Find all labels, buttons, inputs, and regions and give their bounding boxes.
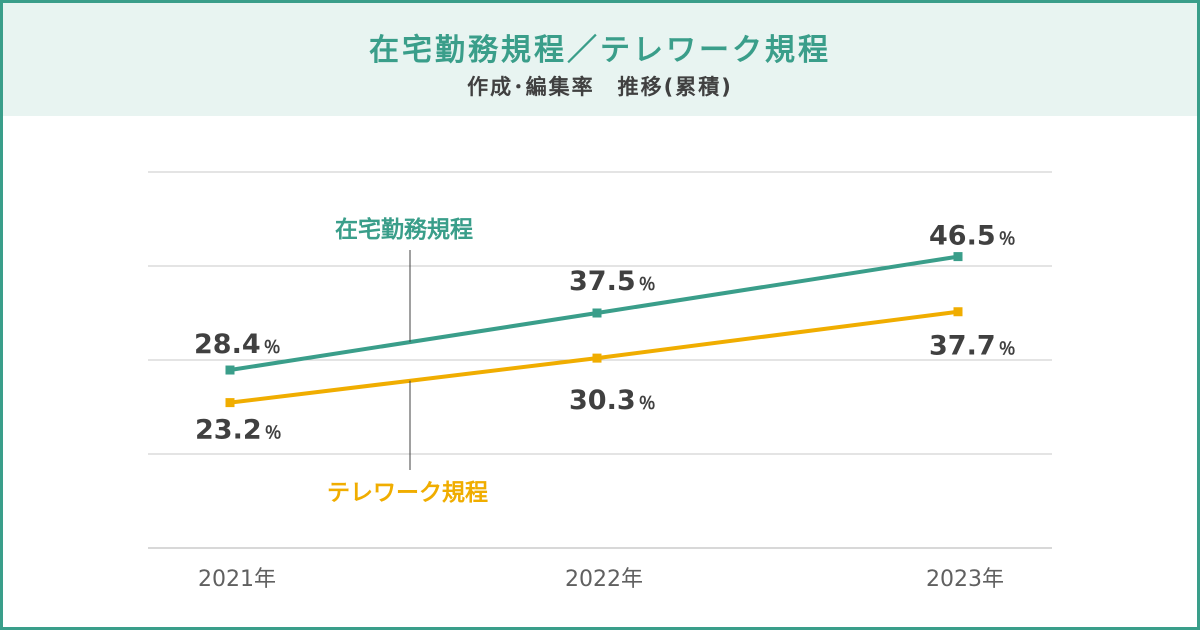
- legend-label: テレワーク規程: [327, 480, 488, 506]
- data-label: 30.3 ％: [569, 385, 656, 416]
- x-tick-label: 2023年: [926, 567, 1004, 592]
- chart-subtitle: 作成･編集率 推移(累積): [467, 75, 733, 99]
- data-label: 46.5 ％: [929, 221, 1016, 252]
- data-label: 28.4 ％: [194, 329, 281, 360]
- x-tick-label: 2021年: [198, 567, 276, 592]
- data-label: 37.7 ％: [929, 331, 1016, 362]
- data-point: [953, 307, 963, 317]
- legend-label: 在宅勤務規程: [335, 216, 473, 243]
- data-point: [592, 353, 602, 363]
- data-point: [225, 398, 235, 408]
- data-point: [592, 308, 602, 318]
- data-label: 23.2 ％: [195, 415, 282, 446]
- data-point: [953, 252, 963, 262]
- chart-title: 在宅勤務規程／テレワーク規程: [369, 33, 831, 68]
- data-label: 37.5 ％: [569, 266, 656, 297]
- x-tick-label: 2022年: [565, 567, 643, 592]
- chart-header: 在宅勤務規程／テレワーク規程 作成･編集率 推移(累積): [3, 3, 1197, 116]
- data-point: [225, 365, 235, 375]
